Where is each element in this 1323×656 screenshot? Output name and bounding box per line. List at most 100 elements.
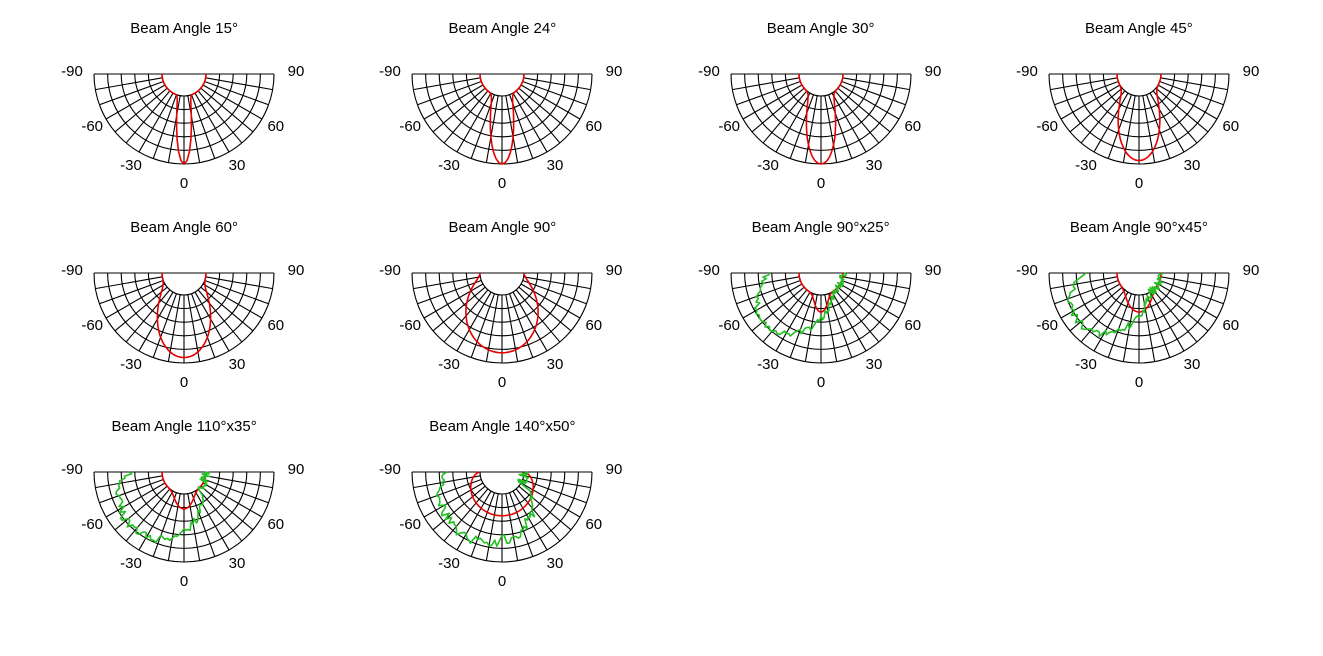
polar-chart: Beam Angle 30° -90 -60 -30 0 30 60 90 <box>677 20 965 199</box>
angle-label: -90 <box>1016 63 1038 80</box>
angle-label: 30 <box>547 356 564 373</box>
angle-label: 0 <box>498 175 506 192</box>
angle-label: -90 <box>1016 262 1038 279</box>
polar-chart-svg: -90 -60 -30 0 30 60 90 <box>1009 39 1269 199</box>
angle-label: 60 <box>268 516 285 533</box>
angle-label: 30 <box>1184 157 1201 174</box>
angle-label: 0 <box>816 175 824 192</box>
angle-label: 60 <box>268 118 285 135</box>
polar-chart-svg: -90 -60 -30 0 30 60 90 <box>54 437 314 597</box>
angle-label: 0 <box>498 573 506 590</box>
angle-label: 60 <box>1222 317 1239 334</box>
chart-title: Beam Angle 140°x50° <box>429 418 575 435</box>
angle-label: 0 <box>1135 175 1143 192</box>
angle-label: -30 <box>439 157 461 174</box>
angle-label: 30 <box>229 356 246 373</box>
angle-label: -90 <box>61 262 83 279</box>
angle-label: 90 <box>288 262 305 279</box>
polar-chart-svg: -90 -60 -30 0 30 60 90 <box>54 238 314 398</box>
polar-chart: Beam Angle 24° -90 -60 -30 0 30 60 90 <box>358 20 646 199</box>
polar-chart: Beam Angle 140°x50° -90 -60 -30 0 30 60 90 <box>358 418 646 597</box>
angle-label: -90 <box>61 461 83 478</box>
polar-chart-grid: Beam Angle 15° -90 -60 -30 0 30 60 90 Beam Ang… <box>40 20 1283 597</box>
angle-label: -60 <box>81 516 103 533</box>
angle-label: -60 <box>81 118 103 135</box>
chart-title: Beam Angle 24° <box>449 20 557 37</box>
angle-label: -30 <box>120 555 142 572</box>
angle-label: 0 <box>816 374 824 391</box>
angle-label: -60 <box>400 516 422 533</box>
angle-label: -30 <box>757 356 779 373</box>
polar-chart-svg: -90 -60 -30 0 30 60 90 <box>691 238 951 398</box>
angle-label: -30 <box>120 356 142 373</box>
angle-label: 90 <box>1243 262 1260 279</box>
angle-label: 90 <box>1243 63 1260 80</box>
angle-label: -30 <box>1075 356 1097 373</box>
angle-label: 0 <box>1135 374 1143 391</box>
angle-label: 90 <box>924 63 941 80</box>
angle-label: -90 <box>698 262 720 279</box>
angle-label: -90 <box>380 63 402 80</box>
angle-label: 30 <box>865 356 882 373</box>
angle-label: -60 <box>718 118 740 135</box>
angle-label: 60 <box>586 317 603 334</box>
polar-chart: Beam Angle 15° -90 -60 -30 0 30 60 90 <box>40 20 328 199</box>
chart-title: Beam Angle 90°x45° <box>1070 219 1208 236</box>
polar-chart-svg: -90 -60 -30 0 30 60 90 <box>372 437 632 597</box>
angle-label: 60 <box>268 317 285 334</box>
angle-label: -60 <box>400 118 422 135</box>
angle-label: -60 <box>1036 118 1058 135</box>
angle-label: -90 <box>380 262 402 279</box>
chart-title: Beam Angle 60° <box>130 219 238 236</box>
angle-label: 90 <box>924 262 941 279</box>
angle-label: 60 <box>1222 118 1239 135</box>
angle-label: -30 <box>757 157 779 174</box>
angle-label: 60 <box>904 317 921 334</box>
polar-chart-svg: -90 -60 -30 0 30 60 90 <box>691 39 951 199</box>
angle-label: 60 <box>586 118 603 135</box>
angle-label: 0 <box>180 175 188 192</box>
angle-label: -60 <box>81 317 103 334</box>
angle-label: 90 <box>288 63 305 80</box>
polar-chart-svg: -90 -60 -30 0 30 60 90 <box>372 238 632 398</box>
polar-chart: Beam Angle 45° -90 -60 -30 0 30 60 90 <box>995 20 1283 199</box>
polar-chart: Beam Angle 60° -90 -60 -30 0 30 60 90 <box>40 219 328 398</box>
polar-chart: Beam Angle 110°x35° -90 -60 -30 0 30 60 90 <box>40 418 328 597</box>
polar-chart-svg: -90 -60 -30 0 30 60 90 <box>372 39 632 199</box>
angle-label: -60 <box>400 317 422 334</box>
polar-chart-svg: -90 -60 -30 0 30 60 90 <box>54 39 314 199</box>
angle-label: -30 <box>439 555 461 572</box>
angle-label: 30 <box>547 157 564 174</box>
angle-label: 30 <box>1184 356 1201 373</box>
angle-label: 90 <box>606 63 623 80</box>
angle-label: -30 <box>1075 157 1097 174</box>
chart-title: Beam Angle 30° <box>767 20 875 37</box>
angle-label: 60 <box>586 516 603 533</box>
angle-label: -60 <box>1036 317 1058 334</box>
angle-label: 90 <box>288 461 305 478</box>
angle-label: 0 <box>180 573 188 590</box>
angle-label: 0 <box>498 374 506 391</box>
chart-title: Beam Angle 90° <box>449 219 557 236</box>
polar-chart-svg: -90 -60 -30 0 30 60 90 <box>1009 238 1269 398</box>
angle-label: 30 <box>865 157 882 174</box>
chart-title: Beam Angle 45° <box>1085 20 1193 37</box>
angle-label: 90 <box>606 461 623 478</box>
angle-label: 90 <box>606 262 623 279</box>
angle-label: -90 <box>61 63 83 80</box>
angle-label: 30 <box>547 555 564 572</box>
angle-label: -60 <box>718 317 740 334</box>
angle-label: 0 <box>180 374 188 391</box>
angle-label: -90 <box>380 461 402 478</box>
polar-chart: Beam Angle 90°x45° -90 -60 -30 0 30 60 90 <box>995 219 1283 398</box>
chart-title: Beam Angle 110°x35° <box>112 418 257 435</box>
angle-label: -90 <box>698 63 720 80</box>
chart-title: Beam Angle 90°x25° <box>752 219 890 236</box>
angle-label: 60 <box>904 118 921 135</box>
angle-label: 30 <box>229 555 246 572</box>
angle-label: -30 <box>120 157 142 174</box>
chart-title: Beam Angle 15° <box>130 20 238 37</box>
angle-label: -30 <box>439 356 461 373</box>
polar-chart: Beam Angle 90° -90 -60 -30 0 30 60 90 <box>358 219 646 398</box>
angle-label: 30 <box>229 157 246 174</box>
